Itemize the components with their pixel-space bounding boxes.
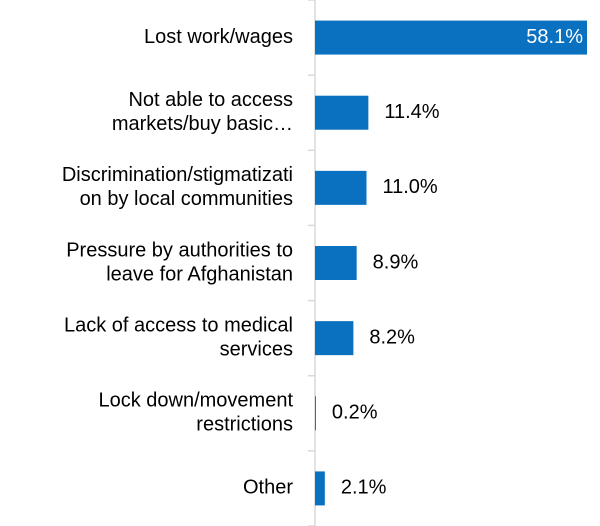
category-label-line: Lack of access to medical bbox=[64, 314, 293, 336]
value-label: 8.9% bbox=[373, 251, 419, 273]
category-label: Lack of access to medical services bbox=[64, 314, 293, 360]
category-label-line: Not able to access bbox=[128, 89, 293, 111]
value-labels: 58.1% 11.4% 11.0% 8.9% 8.2% 0.2% 2.1% bbox=[332, 26, 583, 499]
category-label: Not able to access markets/buy basic… bbox=[112, 89, 293, 135]
category-label: Other bbox=[243, 477, 293, 499]
bar bbox=[315, 95, 369, 130]
value-label: 58.1% bbox=[526, 26, 583, 48]
value-label: 8.2% bbox=[369, 326, 415, 348]
category-label: Discrimination/stigmatizati on by local c… bbox=[62, 164, 293, 210]
bar bbox=[315, 170, 367, 205]
category-labels: Lost work/wages Not able to access markets… bbox=[62, 26, 294, 499]
category-label-line: Lost work/wages bbox=[144, 26, 293, 48]
value-label: 11.0% bbox=[382, 176, 437, 198]
category-label-line: restrictions bbox=[196, 414, 293, 436]
category-label: Lock down/movement restrictions bbox=[98, 390, 293, 436]
category-label-line: Other bbox=[243, 477, 293, 499]
category-label-line: Lock down/movement bbox=[98, 390, 293, 412]
bar bbox=[315, 396, 316, 431]
category-label-line: markets/buy basic… bbox=[112, 113, 293, 135]
bar bbox=[315, 20, 587, 55]
category-label: Pressure by authorities to leave for Afgh… bbox=[66, 239, 293, 285]
category-label-line: Discrimination/stigmatizati bbox=[62, 164, 293, 186]
value-label: 0.2% bbox=[332, 402, 378, 424]
value-label: 11.4% bbox=[384, 101, 439, 123]
bar bbox=[315, 471, 325, 506]
bars-group bbox=[315, 20, 587, 506]
category-label-line: Pressure by authorities to bbox=[66, 239, 293, 261]
category-label-line: on by local communities bbox=[80, 188, 293, 210]
category-label: Lost work/wages bbox=[144, 26, 293, 48]
bar bbox=[315, 321, 354, 356]
category-label-line: leave for Afghanistan bbox=[106, 263, 293, 285]
bar bbox=[315, 246, 357, 280]
category-label-line: services bbox=[220, 338, 293, 360]
axis-ticks bbox=[308, 0, 315, 526]
value-label: 2.1% bbox=[341, 477, 387, 499]
